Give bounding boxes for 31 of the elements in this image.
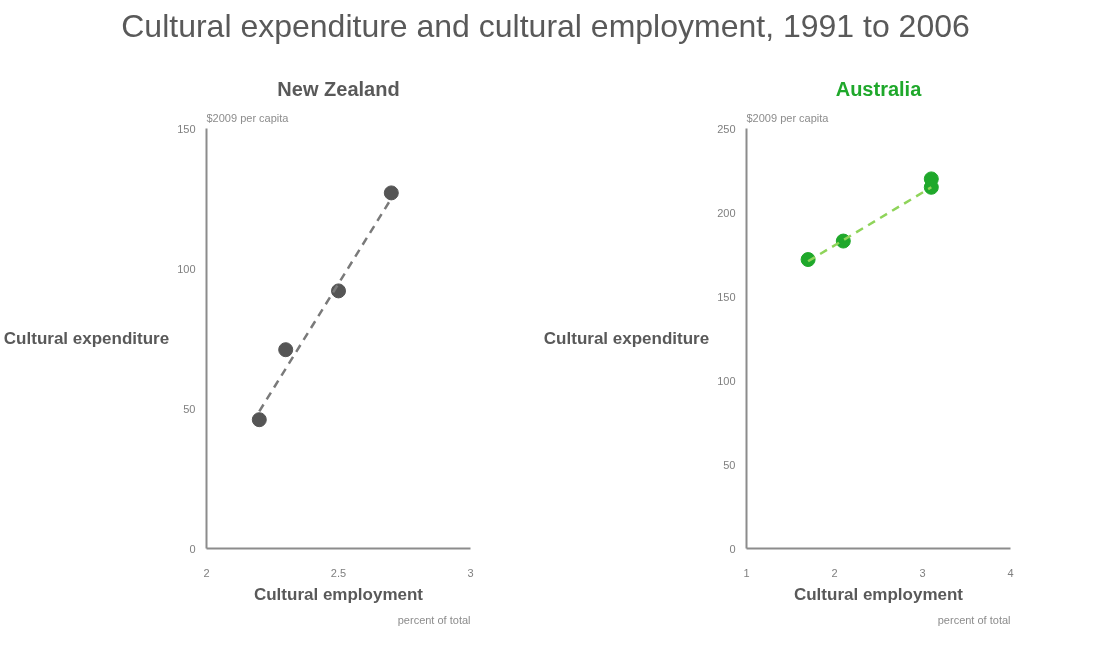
y-tick-label: 100	[177, 262, 196, 275]
y-tick-label: 150	[717, 290, 736, 303]
point	[383, 185, 399, 201]
chart-title: Australia	[835, 77, 923, 100]
y-axis-title: Cultural expenditure	[543, 329, 710, 348]
y-tick-label: 0	[189, 542, 196, 555]
point	[278, 342, 294, 358]
x-tick-label: 1	[743, 566, 750, 579]
text: $2009 per capita	[206, 111, 290, 124]
x-axis-title: Cultural employment	[793, 584, 964, 604]
text: Cultural expenditure and cultural employment, 1991 to 2006	[121, 7, 970, 44]
y-axis-title: Cultural expenditure	[3, 329, 170, 348]
x-tick-label: 3	[467, 566, 474, 579]
x-tick-label: 3	[919, 566, 926, 579]
y-tick-label: 0	[729, 542, 736, 555]
chart-subtitle: New Zealand	[277, 77, 400, 100]
x-tick-label: 2	[831, 566, 838, 579]
y-tick-label: 150	[177, 122, 196, 135]
x-tick-label: 2	[203, 566, 210, 579]
y-tick-label: 250	[717, 122, 736, 135]
x-tick-label: 2.5	[330, 566, 347, 579]
x-tick-label: 4	[1007, 566, 1014, 579]
text: percent of total	[937, 613, 1011, 626]
text: $2009 per capita	[746, 111, 830, 124]
x-axis-title: Cultural employment	[253, 584, 424, 604]
y-tick-label: 50	[723, 458, 736, 471]
point	[251, 412, 267, 428]
y-tick-label: 50	[183, 402, 196, 415]
y-tick-label: 200	[717, 206, 736, 219]
text: percent of total	[397, 613, 471, 626]
y-tick-label: 100	[717, 374, 736, 387]
